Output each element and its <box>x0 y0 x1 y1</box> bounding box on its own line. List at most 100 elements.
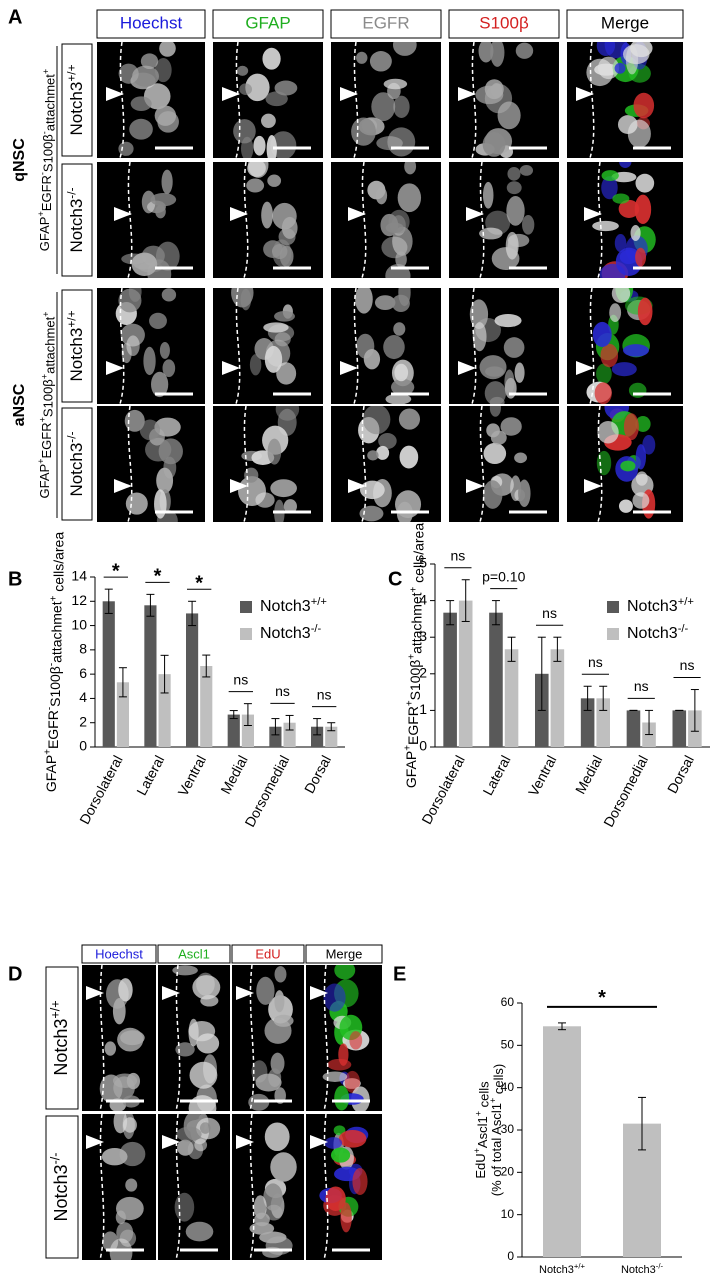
group-label: GFAP+EGFR+S100β+attachmet+ <box>36 312 57 499</box>
cells <box>322 965 370 1111</box>
panel-label: C <box>388 568 402 590</box>
cell <box>349 1031 363 1050</box>
cell <box>155 204 166 219</box>
bar <box>443 612 457 747</box>
bar <box>543 1026 581 1257</box>
cell <box>175 1042 195 1057</box>
cell <box>176 1126 202 1142</box>
superscript: +/+ <box>574 1262 586 1271</box>
cell <box>390 378 415 396</box>
column-header-box <box>448 9 560 39</box>
superscript: + <box>406 654 417 660</box>
superscript: + <box>404 700 415 706</box>
cell <box>274 990 285 1013</box>
legend-swatch <box>607 601 619 613</box>
cell <box>274 310 295 322</box>
superscript: +/+ <box>678 596 694 608</box>
cells <box>475 42 534 158</box>
cell <box>192 975 221 1000</box>
arrowhead <box>222 361 240 375</box>
y-tick-label: 10 <box>501 1207 515 1221</box>
cell <box>264 345 283 373</box>
column-header: Merge <box>326 946 363 961</box>
superscript: -/- <box>65 187 79 198</box>
cell <box>399 445 419 469</box>
bar <box>227 714 240 747</box>
y-axis-label: GFAP+EGFR+S100β+attachmet+ cells/area <box>402 523 426 788</box>
significance-label: * <box>195 573 203 595</box>
cells <box>358 406 422 522</box>
y-tick-label: 8 <box>79 641 87 657</box>
cell <box>612 193 630 204</box>
cell <box>398 408 421 430</box>
column-header: EGFR <box>362 13 409 32</box>
cell <box>637 297 653 326</box>
significance-label: ns <box>275 683 290 699</box>
y-tick-label: 3 <box>419 628 427 644</box>
cell <box>247 162 266 177</box>
superscript: -/- <box>656 1262 664 1271</box>
superscript: + <box>408 586 419 592</box>
ventricle-border <box>249 964 255 1112</box>
text-run: cells/area <box>410 523 426 587</box>
cell <box>324 1137 343 1149</box>
cell <box>263 1183 283 1211</box>
cells <box>172 965 221 1111</box>
column-header-box <box>157 944 231 964</box>
cell <box>620 460 636 472</box>
cell <box>275 406 300 421</box>
superscript: + <box>42 749 53 755</box>
text-run: EGFR <box>39 175 54 211</box>
legend-swatch <box>607 628 619 640</box>
cell <box>126 335 140 357</box>
cell <box>274 332 291 347</box>
legend-swatch <box>240 601 252 613</box>
cell <box>272 239 292 267</box>
bar <box>102 601 115 747</box>
cell <box>642 435 656 455</box>
arrowhead <box>310 986 328 1000</box>
row-label: Notch3-/- <box>49 1153 71 1222</box>
cells <box>367 162 422 278</box>
text-run: cells) <box>491 1064 506 1098</box>
cell <box>597 420 619 444</box>
cell <box>494 313 522 328</box>
cell <box>159 341 170 359</box>
text-run: GFAP <box>43 755 59 792</box>
cell <box>482 132 506 157</box>
cell <box>99 1074 123 1103</box>
y-axis-label: GFAP+EGFR-S100β-attachmet+ cells/area <box>42 532 66 793</box>
arrowhead <box>114 479 132 493</box>
cell <box>261 113 276 129</box>
arrowhead <box>458 87 476 101</box>
cell <box>270 1152 297 1182</box>
cell <box>274 966 287 983</box>
y-tick-label: 10 <box>71 616 87 632</box>
row-label-box <box>45 1115 79 1259</box>
cell <box>174 1192 195 1222</box>
panel-label: D <box>8 963 22 985</box>
cell <box>600 343 619 368</box>
cell <box>154 105 177 126</box>
cell <box>592 321 612 348</box>
text-run: (% of total Ascl1 <box>489 1103 504 1196</box>
bar <box>504 649 519 747</box>
cell <box>500 417 522 436</box>
cell <box>515 42 534 59</box>
bar <box>325 726 338 747</box>
text-run: attachmet <box>43 74 58 131</box>
arrowhead <box>348 479 366 493</box>
cell <box>635 173 655 193</box>
arrowhead <box>162 1135 180 1149</box>
cell <box>623 413 639 441</box>
cell <box>253 135 266 156</box>
cell <box>188 1095 217 1111</box>
cell <box>395 251 407 268</box>
row-label-box <box>45 966 79 1110</box>
superscript: + <box>402 745 413 751</box>
superscript: + <box>474 1111 484 1116</box>
superscript: +/+ <box>65 64 79 81</box>
cell <box>273 1014 294 1027</box>
y-tick-label: 0 <box>79 738 87 754</box>
group-label: GFAP+EGFR-S100β-attachmet+ <box>36 69 57 251</box>
